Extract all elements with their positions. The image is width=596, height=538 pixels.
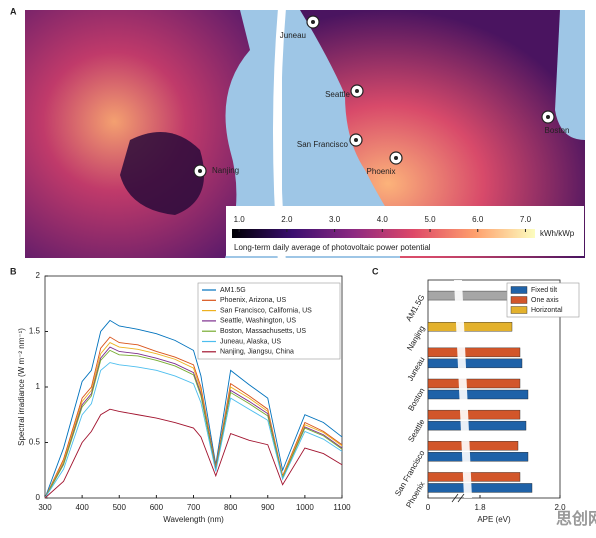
y-tick-label: Seattle (406, 417, 427, 444)
location-dot (355, 89, 359, 93)
bar (427, 472, 521, 482)
location-dot (546, 115, 550, 119)
colorbar-tick-label: 5.0 (424, 215, 436, 224)
legend-label: Phoenix, Arizona, US (220, 297, 286, 304)
y-tick-label: Boston (406, 387, 426, 413)
colorbar-tick-label: 2.0 (281, 215, 293, 224)
x-tick-label: 1.8 (474, 503, 486, 512)
legend-label: Horizontal (531, 307, 563, 314)
y-tick-label: 0.5 (29, 438, 41, 447)
legend-label: Juneau, Alaska, US (220, 338, 281, 345)
y-tick-label: AM1.5G (404, 293, 426, 323)
panel-label: C (372, 266, 379, 276)
bar (427, 420, 527, 431)
legend-swatch (510, 306, 528, 314)
axis-break-mark (451, 493, 465, 503)
location-label: Phoenix (367, 167, 396, 176)
location-dot (394, 156, 398, 160)
location-label: Nanjing (212, 166, 239, 175)
x-tick-label: 400 (75, 503, 89, 512)
colorbar-unit: kWh/kWp (540, 229, 575, 238)
y-axis-label: Spectral irradiance (W m⁻² nm⁻¹) (17, 328, 26, 446)
watermark: 思创网 (556, 509, 596, 528)
x-tick-label: 1100 (333, 503, 351, 512)
x-tick-label: 900 (261, 503, 275, 512)
x-axis-label: Wavelength (nm) (163, 515, 224, 524)
series-line (44, 408, 343, 499)
x-tick-label: 600 (150, 503, 164, 512)
bar (427, 347, 521, 358)
location-label: Juneau (280, 31, 306, 40)
map: A kWh/kWp Long-term daily average of pho… (10, 6, 585, 262)
bar (427, 441, 519, 451)
series-line (44, 319, 343, 499)
legend-label: Nanjing, Jiangsu, China (220, 349, 294, 356)
x-tick-label: 500 (113, 503, 127, 512)
colorbar-caption: Long-term daily average of photovoltaic … (234, 243, 431, 252)
legend-swatch (510, 286, 528, 294)
bar (427, 483, 533, 493)
series-line (44, 336, 343, 499)
bar (427, 389, 529, 400)
colorbar-tick-label: 7.0 (520, 215, 532, 224)
map-ocean (282, 10, 400, 258)
legend-label: AM1.5G (220, 287, 246, 294)
colorbar-tick-label: 4.0 (377, 215, 389, 224)
legend-swatch (510, 296, 528, 304)
y-tick-label: 2 (36, 271, 41, 280)
location-label: Seattle (325, 90, 350, 99)
x-tick-label: 0 (426, 503, 431, 512)
y-tick-label: 1 (36, 382, 41, 391)
location-label: San Francisco (297, 140, 349, 149)
y-tick-label: Nanjing (405, 324, 426, 352)
legend-label: Seattle, Washington, US (220, 318, 296, 325)
colorbar-tick-label: 1.0 (234, 215, 246, 224)
location-dot (354, 138, 358, 142)
y-tick-label: Juneau (406, 355, 427, 382)
map-dark-region (120, 132, 205, 215)
legend-label: One axis (531, 297, 559, 304)
colorbar-tick-label: 3.0 (329, 215, 341, 224)
bar (427, 322, 513, 332)
legend-label: San Francisco, California, US (220, 307, 312, 314)
y-tick-label: 1.5 (29, 327, 41, 336)
series-line (44, 362, 343, 499)
legend-label: Fixed tilt (531, 287, 557, 294)
location-dot (311, 20, 315, 24)
panel-label: B (10, 266, 17, 276)
map-ocean (555, 10, 585, 140)
bar (427, 452, 529, 462)
map-ocean (225, 10, 280, 258)
x-tick-label: 2.0 (554, 503, 566, 512)
series-line (44, 346, 343, 499)
legend-label: Boston, Massachusetts, US (220, 328, 306, 335)
colorbar (232, 229, 535, 238)
bar (427, 378, 521, 389)
location-dot (198, 169, 202, 173)
panel-label: A (10, 6, 17, 16)
x-tick-label: 300 (38, 503, 52, 512)
x-tick-label: 700 (187, 503, 201, 512)
bar (427, 358, 523, 369)
axis-break (454, 280, 472, 498)
x-tick-label: 800 (224, 503, 238, 512)
map-divider (273, 8, 286, 262)
legend-box (197, 282, 341, 360)
location-label: Boston (545, 126, 570, 135)
x-tick-label: 1000 (296, 503, 314, 512)
colorbar-tick-label: 6.0 (472, 215, 484, 224)
bar (427, 409, 521, 420)
plot-area (427, 279, 561, 499)
x-axis-label: APE (eV) (477, 515, 511, 524)
y-tick-label: 0 (36, 493, 41, 502)
